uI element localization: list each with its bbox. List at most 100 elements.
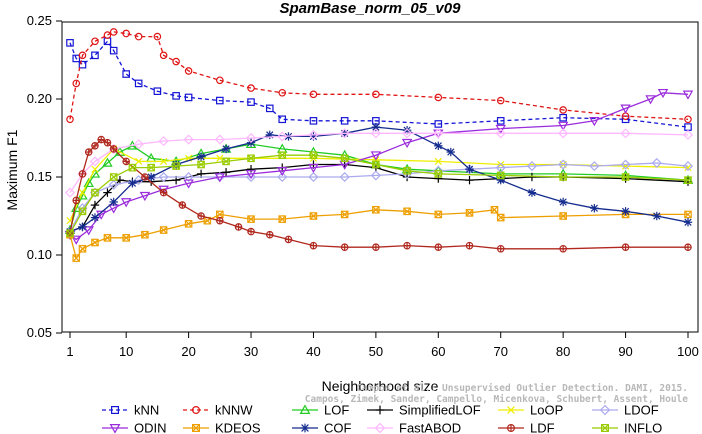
legend-label: LOF xyxy=(324,403,349,418)
data-point xyxy=(120,198,132,208)
data-point xyxy=(265,230,274,239)
data-point xyxy=(559,106,567,114)
data-point xyxy=(495,128,506,139)
data-point xyxy=(172,92,180,100)
data-point xyxy=(340,243,349,252)
data-point xyxy=(160,157,168,166)
data-point xyxy=(370,128,381,139)
data-point xyxy=(184,220,193,228)
data-point xyxy=(403,166,411,175)
data-point xyxy=(309,117,318,125)
y-tick-label: 0.20 xyxy=(27,91,52,106)
data-point xyxy=(621,243,630,252)
data-point xyxy=(496,244,505,253)
data-point xyxy=(526,161,537,172)
chart-title: SpamBase_norm_05_v09 xyxy=(280,0,462,17)
series-line xyxy=(69,138,688,250)
data-point xyxy=(103,31,112,39)
data-point xyxy=(91,165,99,173)
data-point xyxy=(91,238,99,247)
data-point xyxy=(78,207,87,216)
data-point xyxy=(645,95,656,105)
data-point xyxy=(278,115,287,124)
data-point xyxy=(153,32,162,41)
data-point xyxy=(434,170,443,178)
x-tick-label: 10 xyxy=(119,344,133,359)
data-point xyxy=(184,67,193,75)
series-line xyxy=(69,40,689,128)
x-tick-label: 30 xyxy=(244,344,258,359)
data-point xyxy=(66,115,74,124)
x-tick-label: 100 xyxy=(677,344,699,359)
data-point xyxy=(158,136,169,147)
data-point xyxy=(372,90,380,99)
data-point xyxy=(434,141,443,150)
data-point xyxy=(403,241,411,250)
data-point xyxy=(558,197,568,207)
data-point xyxy=(221,168,231,177)
data-point xyxy=(600,424,609,433)
data-point xyxy=(159,188,168,197)
data-point xyxy=(308,171,319,183)
data-point xyxy=(158,171,169,183)
data-point xyxy=(109,46,118,55)
data-point xyxy=(284,235,293,244)
data-point xyxy=(216,76,224,85)
data-point xyxy=(371,122,381,132)
data-point xyxy=(216,216,224,225)
data-point xyxy=(434,157,442,166)
data-point xyxy=(465,209,474,217)
data-point xyxy=(277,131,288,142)
data-point xyxy=(277,166,288,177)
series-kdeos xyxy=(66,205,692,262)
data-point xyxy=(434,120,443,128)
credit-line-2: Campos, Zimek, Sander, Campello, Micenko… xyxy=(305,394,688,405)
data-point xyxy=(91,188,99,197)
x-tick-label: 50 xyxy=(369,344,383,359)
x-axis-ticks: 1 10 20 30 40 50 60 70 80 90 100 xyxy=(66,332,699,359)
data-point xyxy=(192,406,201,415)
x-tick-label: 70 xyxy=(493,344,507,359)
data-point xyxy=(122,157,130,166)
data-point xyxy=(497,160,505,169)
data-point xyxy=(159,51,168,60)
series-layer xyxy=(64,28,694,262)
data-point xyxy=(465,175,474,185)
legend-label: kNNW xyxy=(215,403,253,418)
data-point xyxy=(370,151,382,161)
legend-label: INFLO xyxy=(624,421,662,434)
series-line xyxy=(69,209,688,260)
legend-label: LDF xyxy=(530,421,555,434)
legend: kNN kNNW LOF SimplifiedLOF LoOP LDOF ODIN KDEOS… xyxy=(102,403,662,434)
series-ldof xyxy=(64,157,694,237)
data-point xyxy=(247,154,255,163)
data-point xyxy=(465,165,474,174)
data-point xyxy=(135,157,143,166)
x-tick-label: 80 xyxy=(556,344,570,359)
data-point xyxy=(620,104,631,114)
data-point xyxy=(651,157,662,169)
data-point xyxy=(558,159,569,170)
series-cof xyxy=(65,122,693,236)
y-tick-label: 0.05 xyxy=(27,325,52,340)
data-point xyxy=(245,171,257,183)
data-point xyxy=(78,170,87,178)
data-point xyxy=(433,128,444,139)
data-point xyxy=(91,51,99,60)
data-point xyxy=(465,241,474,250)
data-point xyxy=(683,218,693,227)
data-point xyxy=(197,160,205,169)
data-point xyxy=(684,115,692,124)
data-point xyxy=(621,207,630,216)
data-point xyxy=(277,171,288,183)
legend-item-cof: COF xyxy=(292,421,352,434)
legend-label: SimplifiedLOF xyxy=(399,403,481,418)
data-point xyxy=(490,205,499,214)
data-point xyxy=(66,39,74,47)
data-point xyxy=(122,234,130,242)
data-point xyxy=(433,165,444,176)
data-point xyxy=(340,154,349,163)
data-point xyxy=(159,226,168,234)
x-tick-label: 20 xyxy=(181,344,195,359)
x-axis-label: Neighborhood size xyxy=(322,378,439,394)
